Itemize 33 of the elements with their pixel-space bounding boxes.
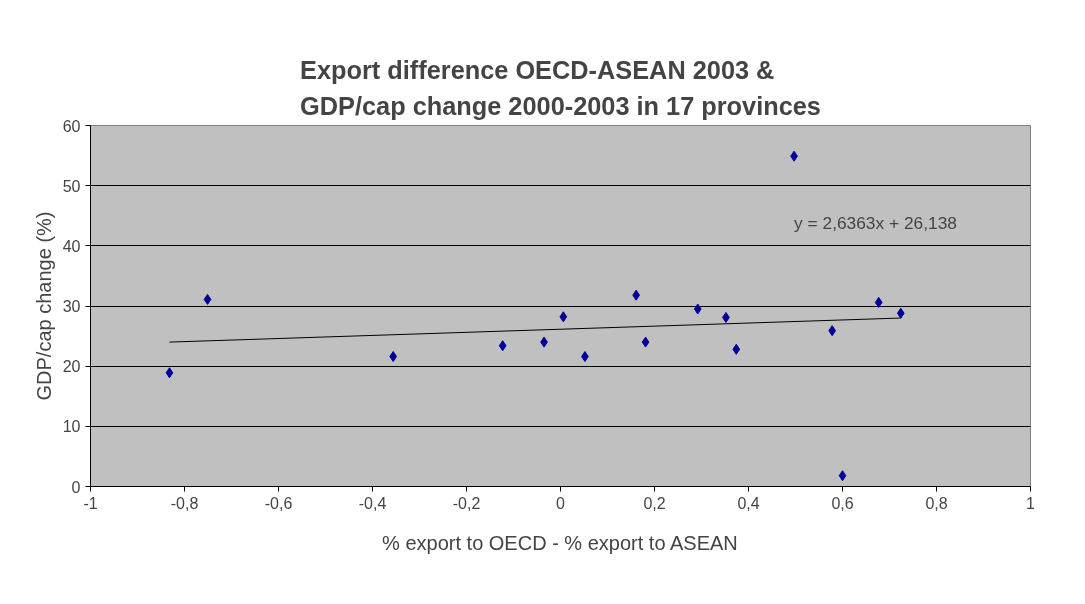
point [896, 307, 905, 319]
x-tick-label: -0,8 [170, 494, 199, 512]
y-tick-label: 60 [62, 117, 81, 135]
point [838, 470, 847, 482]
y-tick-label: 20 [62, 358, 81, 376]
x-tick-label: -0,4 [358, 494, 387, 512]
point [874, 296, 883, 308]
point [693, 303, 702, 315]
point [389, 351, 398, 363]
x-tick-label: -0,2 [452, 494, 481, 512]
point [165, 367, 174, 379]
point [203, 293, 212, 305]
point [641, 336, 650, 348]
x-tick-label: 0,6 [831, 494, 854, 512]
x-tick-label: 0,2 [643, 494, 666, 512]
y-tick-label: 0 [71, 478, 81, 496]
x-tick-label: 1 [1026, 494, 1036, 512]
x-tick-label: 0,4 [737, 494, 760, 512]
point [732, 343, 741, 355]
x-tick-label: -1 [83, 494, 98, 512]
x-tick-label: 0,8 [925, 494, 948, 512]
point [559, 311, 568, 323]
chart-title: Export difference OECD-ASEAN 2003 & GDP/cap change 2000-2003 in 17 provinces [300, 56, 821, 121]
y-tick-label: 10 [62, 418, 81, 436]
y-tick-label: 50 [62, 177, 81, 195]
x-tick-label: 0 [556, 494, 566, 512]
x-axis-title: % export to OECD - % export to ASEAN [382, 531, 738, 554]
y-axis-title: GDP/cap change (%) [32, 211, 55, 401]
y-tick-label: 40 [62, 237, 81, 255]
annotation: y = 2,6363x + 26,138 [794, 212, 957, 233]
y-tick-label: 30 [62, 298, 81, 315]
point [498, 340, 507, 352]
x-tick-label: -0,6 [264, 494, 293, 512]
